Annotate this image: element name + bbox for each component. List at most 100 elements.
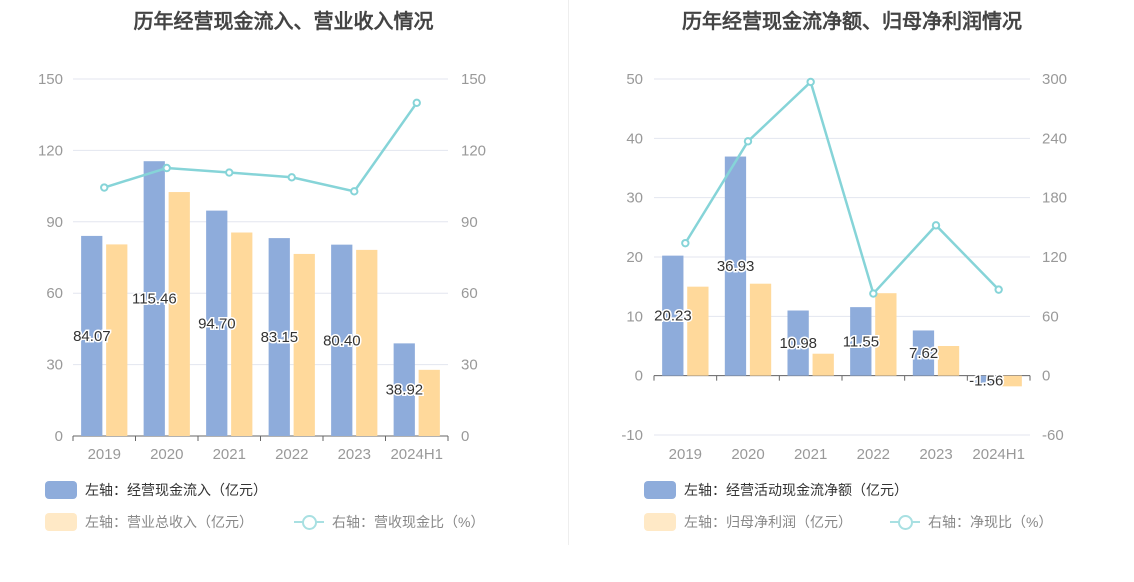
line-point (806, 77, 815, 87)
y-right-tick-label: 180 (1042, 190, 1067, 207)
x-tick-label: 2024H1 (390, 446, 443, 463)
bar-data-label: 36.93 (717, 258, 755, 275)
y-left-tick-label: -10 (621, 427, 643, 444)
y-left-tick-label: 150 (38, 71, 63, 88)
chart-plot-area: 0 30 60 90 120 150 0 30 60 90 120 150 2019 2020 2021 20… (38, 71, 486, 463)
legend-label: 左轴：营业总收入（亿元） (85, 514, 253, 530)
bar (81, 235, 103, 436)
x-tick-label: 2021 (794, 446, 827, 463)
y-left-tick-label: 50 (626, 71, 643, 88)
chart-title: 历年经营现金流入、营业收入情况 (133, 11, 434, 33)
y-right-tick-label: 240 (1042, 130, 1067, 147)
legend-swatch-bar-orange (45, 513, 77, 531)
bar (1000, 375, 1022, 387)
x-tick-label: 2021 (213, 446, 246, 463)
line-point (743, 137, 753, 146)
y-left-tick-label: 20 (626, 249, 643, 266)
x-tick-label: 2020 (150, 446, 183, 463)
legend-label: 右轴：营收现金比（%） (332, 514, 485, 530)
y-left-tick-label: 40 (626, 130, 643, 147)
bar (331, 244, 353, 436)
bar-data-label: 115.46 (132, 291, 177, 308)
x-tick-label: 2019 (88, 446, 121, 463)
bar (850, 307, 872, 376)
y-right-tick-label: 60 (461, 285, 478, 302)
y-left-tick-label: 90 (46, 214, 63, 231)
chart-legend: 左轴：经营活动现金流净额（亿元） 左轴：归母净利润（亿元） 右轴：净现比（%） (570, 476, 1134, 540)
bar (106, 244, 128, 436)
chart-panel-cash-inflow: 历年经营现金流入、营业收入情况 0 30 60 90 120 150 0 30 60 90 120 1… (0, 11, 567, 540)
y-right-tick-label: 0 (461, 428, 469, 445)
y-left-tick-label: 30 (626, 190, 643, 207)
legend-label: 左轴：经营现金流入（亿元） (85, 482, 267, 498)
line-point (350, 187, 359, 196)
bar (206, 210, 228, 436)
bar (231, 232, 253, 436)
bar (975, 375, 997, 385)
x-tick-label: 2024H1 (972, 446, 1025, 463)
bar-data-label: 20.23 (654, 308, 692, 325)
chart-panel-net-cash-flow: 历年经营现金流净额、归母净利润情况 -10 0 10 20 30 40 50 -60 0 60 12… (570, 0, 1134, 582)
legend-item-series-2[interactable]: 左轴：营业总收入（亿元） (45, 512, 253, 532)
bar (875, 293, 897, 376)
series-line (103, 102, 418, 193)
bar (787, 310, 809, 376)
y-left-tick-label: 120 (38, 142, 63, 159)
y-right-tick-label: 300 (1042, 71, 1067, 88)
legend-item-series-1[interactable]: 左轴：经营活动现金流净额（亿元） (644, 480, 908, 500)
y-right-tick-label: 30 (461, 357, 478, 374)
line-point (100, 183, 109, 192)
legend-item-series-3[interactable]: 右轴：净现比（%） (890, 512, 1052, 532)
bar (937, 346, 960, 376)
chart-legend: 左轴：经营现金流入（亿元） 左轴：营业总收入（亿元） 右轴：营收现金比（%） (0, 476, 567, 540)
bar (356, 249, 378, 436)
y-right-tick-label: -60 (1042, 427, 1064, 444)
bar-data-label: 80.40 (323, 332, 361, 349)
x-tick-label: 2022 (275, 446, 308, 463)
bar-data-label: 84.07 (73, 328, 111, 345)
y-right-tick-label: 120 (461, 142, 486, 159)
legend-label: 左轴：经营活动现金流净额（亿元） (684, 482, 908, 498)
bar (749, 283, 772, 376)
bar-data-label: 94.70 (198, 315, 236, 332)
legend-swatch-bar-orange (644, 513, 676, 531)
line-point (931, 221, 941, 230)
line-point (162, 163, 171, 173)
legend-item-series-2[interactable]: 左轴：归母净利润（亿元） (644, 512, 852, 532)
bar-data-label: 38.92 (386, 382, 424, 399)
line-point (287, 173, 296, 182)
legend-item-series-1[interactable]: 左轴：经营现金流入（亿元） (45, 480, 267, 500)
bar (418, 369, 440, 436)
bar (912, 330, 935, 376)
y-right-tick-label: 150 (461, 71, 486, 88)
line-point (225, 168, 234, 177)
x-tick-label: 2023 (338, 446, 371, 463)
panel-divider (568, 0, 569, 545)
bar-data-label: 11.55 (843, 333, 879, 350)
y-left-tick-label: 60 (46, 285, 63, 302)
line-point (994, 285, 1003, 294)
bar (168, 192, 190, 436)
line-point (681, 238, 690, 248)
chart-plot-area: -10 0 10 20 30 40 50 -60 0 60 120 180 240 300 2019 2020… (621, 71, 1067, 463)
bar (724, 156, 747, 376)
legend-swatch-bar-blue (644, 481, 676, 499)
legend-label: 右轴：净现比（%） (928, 514, 1053, 530)
legend-swatch-line-icon (294, 513, 324, 531)
bar (812, 353, 834, 376)
bar-data-label: -1.56 (969, 373, 1003, 390)
y-right-tick-label: 120 (1042, 249, 1067, 266)
line-point (412, 98, 421, 108)
y-right-tick-label: 60 (1042, 308, 1059, 325)
y-left-tick-label: 10 (626, 308, 643, 325)
bar-data-label: 83.15 (261, 329, 299, 346)
bar (393, 343, 415, 436)
legend-item-series-3[interactable]: 右轴：营收现金比（%） (294, 512, 484, 532)
y-right-tick-label: 0 (1042, 368, 1050, 385)
bar (687, 286, 709, 376)
bar-data-label: 7.62 (909, 345, 938, 362)
x-tick-label: 2020 (731, 446, 764, 463)
chart-title: 历年经营现金流净额、归母净利润情况 (682, 11, 1022, 33)
x-tick-label: 2019 (669, 446, 702, 463)
bar (293, 253, 315, 436)
